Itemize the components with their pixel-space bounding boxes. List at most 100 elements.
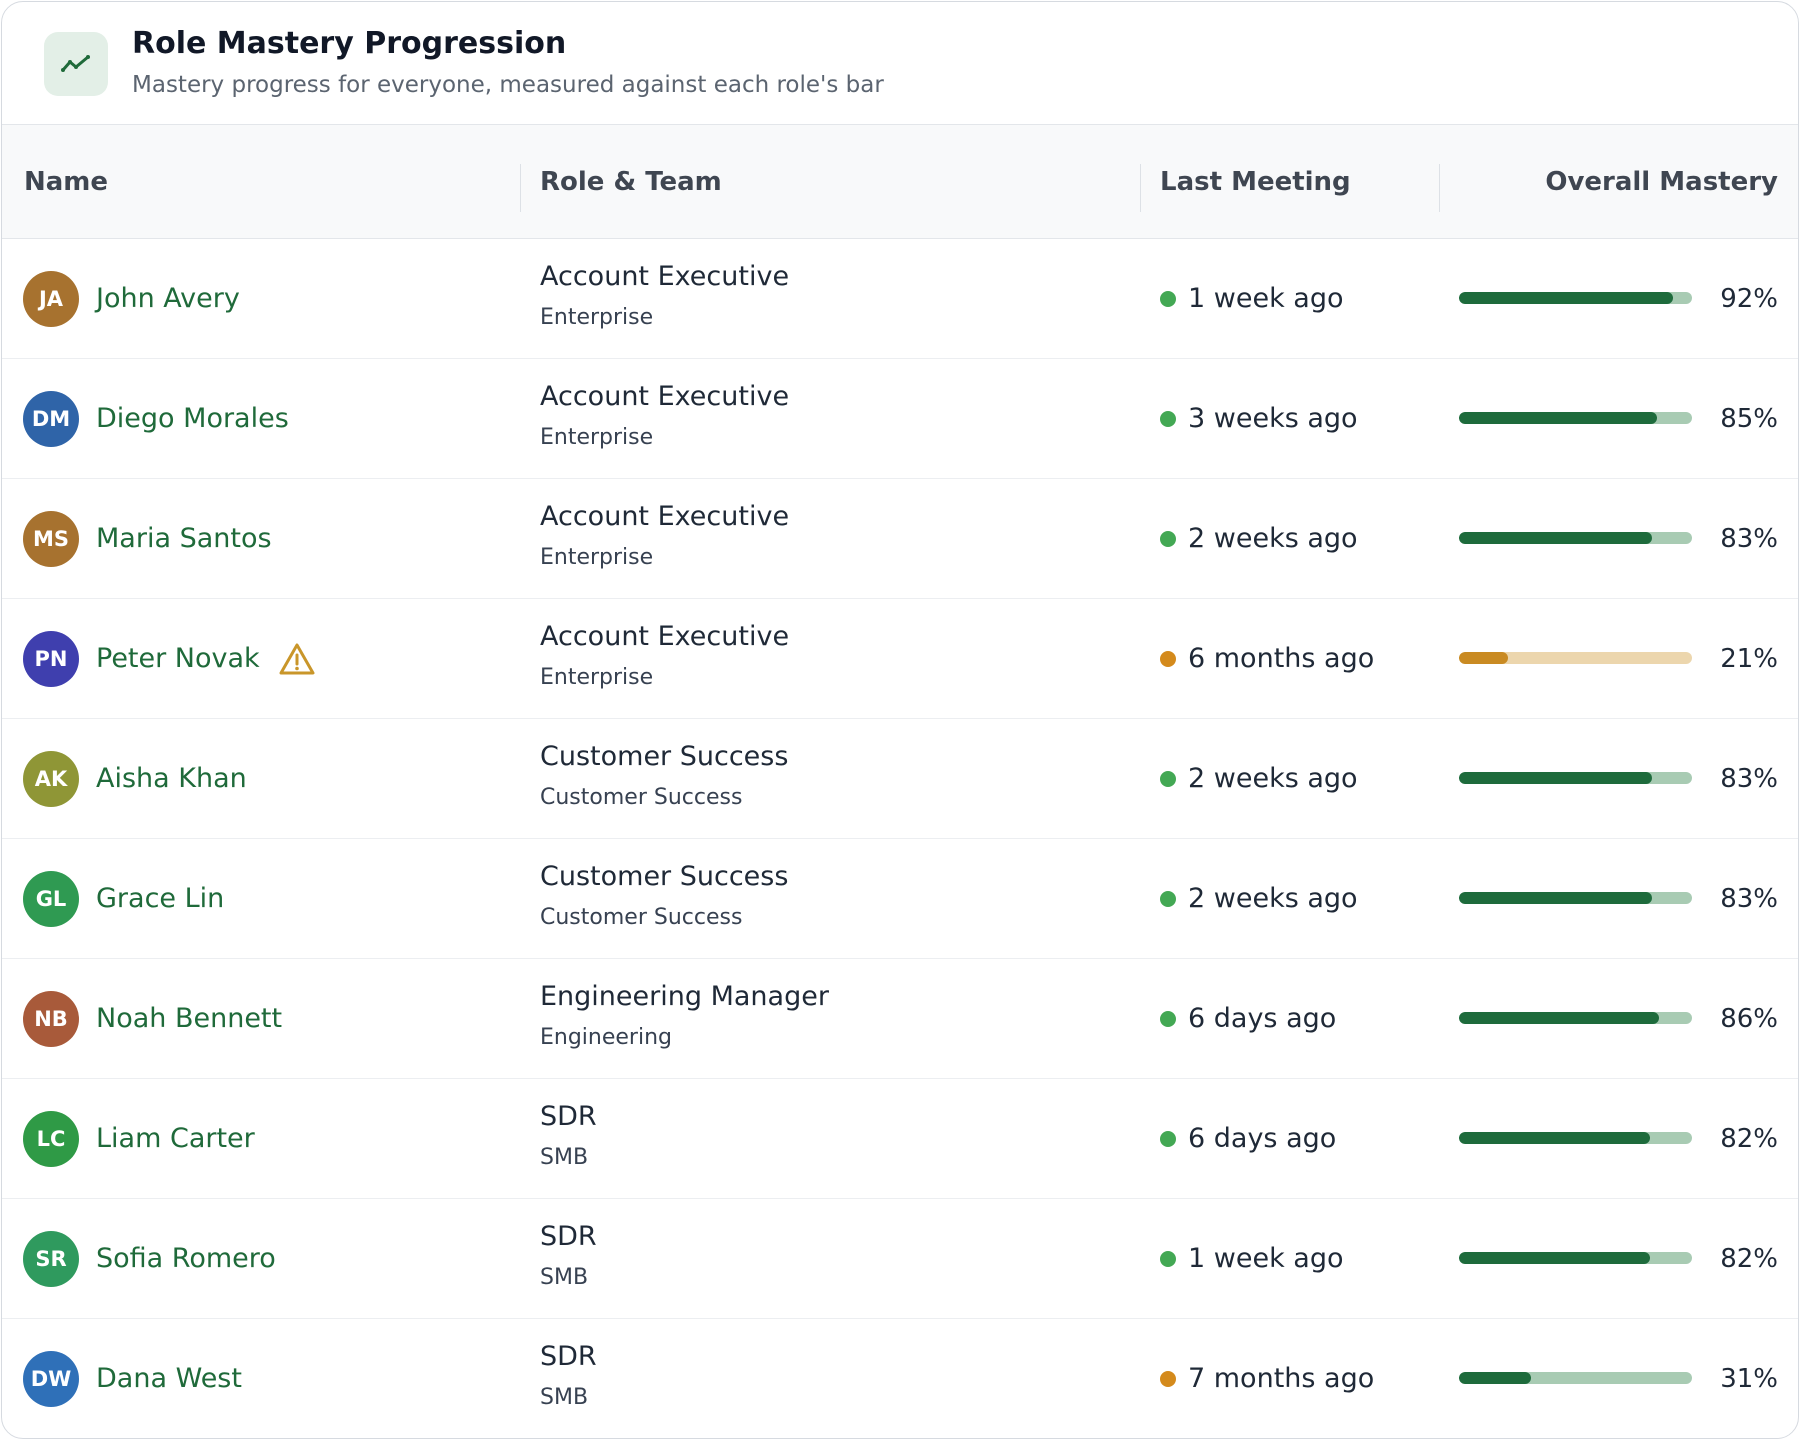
- column-divider: [1140, 164, 1141, 212]
- person-name[interactable]: Sofia Romero: [96, 1199, 276, 1318]
- mastery-progress-bar: [1459, 652, 1692, 664]
- column-header-role-team[interactable]: Role & Team: [540, 166, 722, 197]
- team-name: Customer Success: [540, 785, 743, 810]
- team-name: Enterprise: [540, 425, 654, 450]
- person-name-text[interactable]: John Avery: [96, 283, 240, 314]
- table-row[interactable]: JA John Avery Account Executive Enterpri…: [2, 239, 1798, 359]
- team-name: SMB: [540, 1385, 589, 1410]
- mastery-percent: 83%: [1720, 763, 1778, 794]
- person-name[interactable]: Grace Lin: [96, 839, 224, 958]
- team-name: SMB: [540, 1145, 589, 1170]
- person-name-text[interactable]: Noah Bennett: [96, 1003, 283, 1034]
- role-title: Customer Success: [540, 741, 789, 772]
- table-row[interactable]: AK Aisha Khan Customer Success Customer …: [2, 719, 1798, 839]
- avatar: PN: [23, 631, 79, 687]
- mastery-progress-bar: [1459, 1252, 1692, 1264]
- role-title: Account Executive: [540, 501, 790, 532]
- team-name: Customer Success: [540, 905, 743, 930]
- last-meeting-text: 6 months ago: [1188, 643, 1375, 674]
- mastery-progress-fill: [1459, 892, 1653, 904]
- column-header-name[interactable]: Name: [24, 166, 109, 197]
- person-name[interactable]: Maria Santos: [96, 479, 272, 598]
- mastery-progress-bar: [1459, 292, 1692, 304]
- avatar: SR: [23, 1231, 79, 1287]
- mastery-progress-bar: [1459, 1372, 1692, 1384]
- person-name-text[interactable]: Diego Morales: [96, 403, 289, 434]
- person-name-text[interactable]: Grace Lin: [96, 883, 225, 914]
- role-title: Account Executive: [540, 381, 790, 412]
- mastery-progress-fill: [1459, 292, 1674, 304]
- person-name[interactable]: Peter Novak: [96, 599, 316, 718]
- mastery-percent: 86%: [1720, 1003, 1778, 1034]
- table-row[interactable]: MS Maria Santos Account Executive Enterp…: [2, 479, 1798, 599]
- avatar: LC: [23, 1111, 79, 1167]
- mastery-percent: 85%: [1720, 403, 1778, 434]
- table-row[interactable]: DW Dana West SDR SMB 7 months ago 31%: [2, 1319, 1798, 1438]
- page-subtitle: Mastery progress for everyone, measured …: [132, 72, 884, 98]
- mastery-progress-fill: [1459, 412, 1658, 424]
- team-name: SMB: [540, 1265, 589, 1290]
- last-meeting-text: 2 weeks ago: [1188, 523, 1358, 554]
- mastery-percent: 82%: [1720, 1243, 1778, 1274]
- avatar: MS: [23, 511, 79, 567]
- person-name[interactable]: Liam Carter: [96, 1079, 255, 1198]
- last-meeting-text: 1 week ago: [1188, 1243, 1344, 1274]
- last-meeting-text: 3 weeks ago: [1188, 403, 1358, 434]
- mastery-percent: 83%: [1720, 883, 1778, 914]
- status-dot: [1160, 891, 1176, 907]
- column-header-overall-mastery[interactable]: Overall Mastery: [1545, 166, 1778, 197]
- mastery-progress-fill: [1459, 1132, 1651, 1144]
- mastery-percent: 21%: [1720, 643, 1778, 674]
- avatar: JA: [23, 271, 79, 327]
- role-title: Customer Success: [540, 861, 789, 892]
- mastery-progress-fill: [1459, 652, 1508, 664]
- avatar: DW: [23, 1351, 79, 1407]
- person-name[interactable]: Aisha Khan: [96, 719, 247, 838]
- person-name-text[interactable]: Maria Santos: [96, 523, 272, 554]
- person-name[interactable]: Noah Bennett: [96, 959, 282, 1078]
- last-meeting-text: 6 days ago: [1188, 1003, 1337, 1034]
- status-dot: [1160, 411, 1176, 427]
- status-dot: [1160, 1131, 1176, 1147]
- table-row[interactable]: LC Liam Carter SDR SMB 6 days ago 82%: [2, 1079, 1798, 1199]
- status-dot: [1160, 1011, 1176, 1027]
- avatar: DM: [23, 391, 79, 447]
- mastery-progress-fill: [1459, 532, 1653, 544]
- status-dot: [1160, 651, 1176, 667]
- mastery-progress-bar: [1459, 532, 1692, 544]
- avatar: NB: [23, 991, 79, 1047]
- mastery-progress-fill: [1459, 1252, 1651, 1264]
- table-row[interactable]: DM Diego Morales Account Executive Enter…: [2, 359, 1798, 479]
- last-meeting-text: 7 months ago: [1188, 1363, 1375, 1394]
- status-dot: [1160, 771, 1176, 787]
- avatar: GL: [23, 871, 79, 927]
- role-title: Account Executive: [540, 261, 790, 292]
- role-title: Account Executive: [540, 621, 790, 652]
- person-name-text[interactable]: Liam Carter: [96, 1123, 255, 1154]
- person-name-text[interactable]: Dana West: [96, 1363, 242, 1394]
- person-name[interactable]: John Avery: [96, 239, 240, 358]
- table-row[interactable]: SR Sofia Romero SDR SMB 1 week ago 82%: [2, 1199, 1798, 1319]
- mastery-progress-bar: [1459, 1132, 1692, 1144]
- team-name: Enterprise: [540, 665, 654, 690]
- mastery-progress-bar: [1459, 892, 1692, 904]
- table-row[interactable]: NB Noah Bennett Engineering Manager Engi…: [2, 959, 1798, 1079]
- column-divider: [1439, 164, 1440, 212]
- warning-icon: [279, 643, 315, 674]
- card-header: Role Mastery Progression Mastery progres…: [2, 2, 1798, 125]
- mastery-progress-fill: [1459, 1372, 1532, 1384]
- person-name-text[interactable]: Aisha Khan: [96, 763, 247, 794]
- person-name[interactable]: Dana West: [96, 1319, 242, 1438]
- team-name: Enterprise: [540, 305, 654, 330]
- column-divider: [520, 164, 521, 212]
- mastery-percent: 83%: [1720, 523, 1778, 554]
- person-name[interactable]: Diego Morales: [96, 359, 289, 478]
- role-title: Engineering Manager: [540, 981, 829, 1012]
- column-header-last-meeting[interactable]: Last Meeting: [1160, 166, 1351, 197]
- mastery-progress-fill: [1459, 772, 1653, 784]
- table-row[interactable]: GL Grace Lin Customer Success Customer S…: [2, 839, 1798, 959]
- table-header: Name Role & Team Last Meeting Overall Ma…: [2, 125, 1798, 239]
- person-name-text[interactable]: Peter Novak: [96, 643, 260, 674]
- table-row[interactable]: PN Peter Novak Account Executive Enterpr…: [2, 599, 1798, 719]
- person-name-text[interactable]: Sofia Romero: [96, 1243, 276, 1274]
